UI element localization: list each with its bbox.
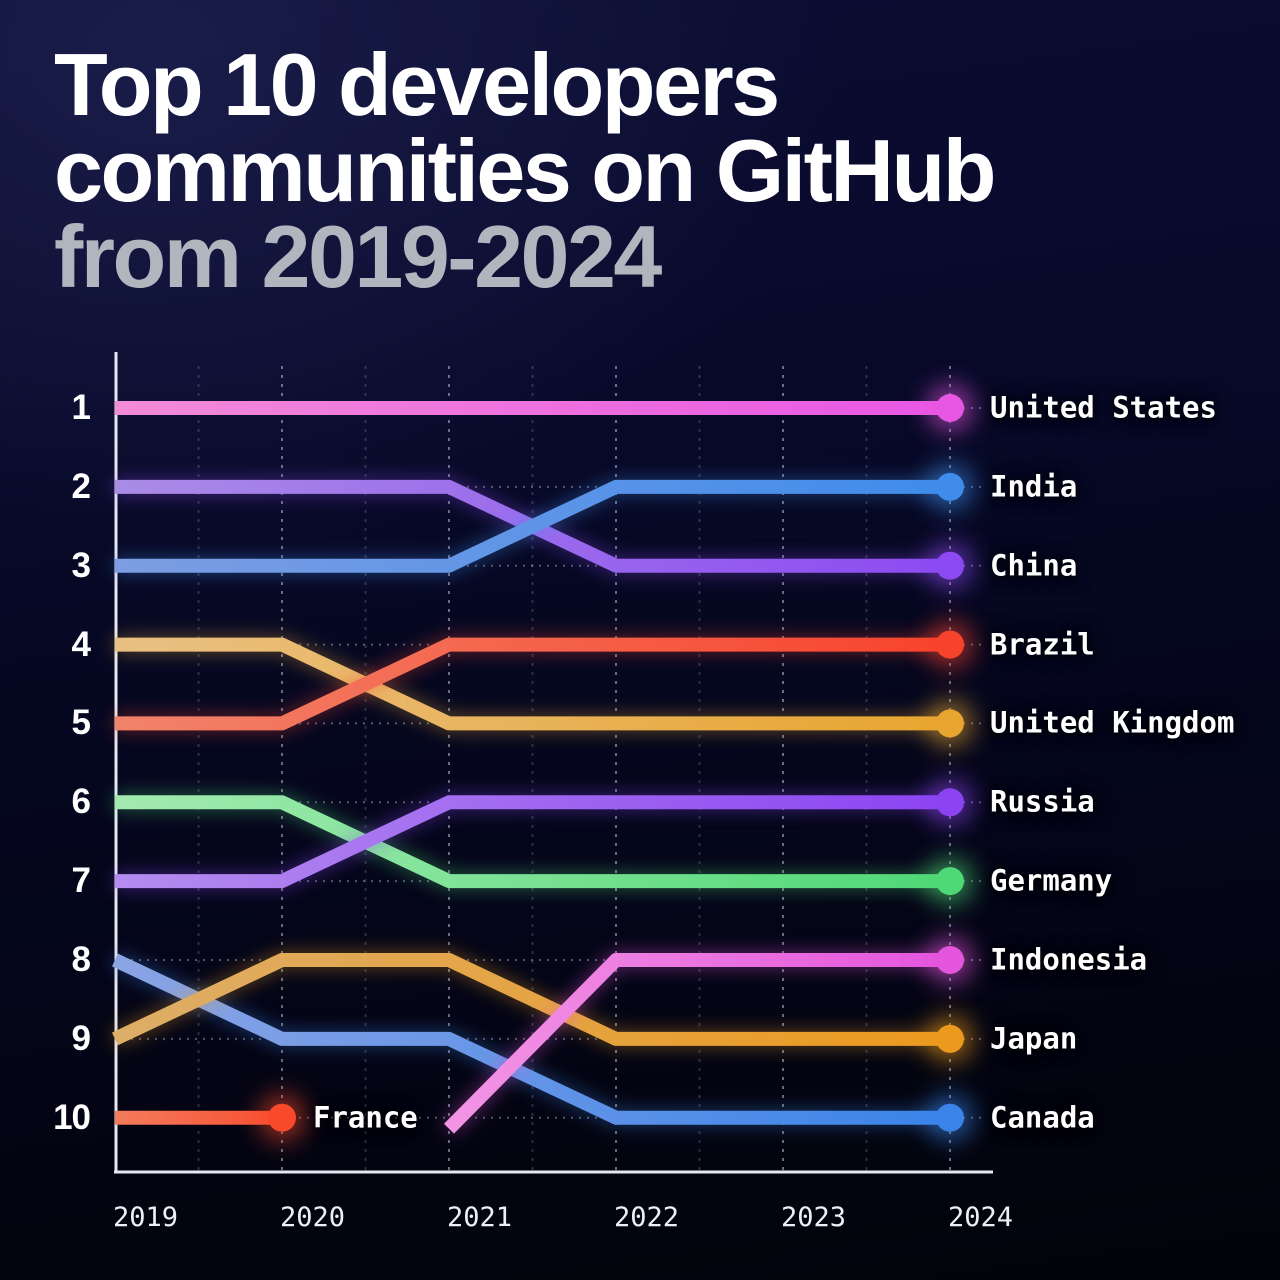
- title-line-1: Top 10 developers: [54, 35, 780, 134]
- title-line-3: from 2019-2024: [54, 207, 662, 306]
- endpoint-dot-china: [936, 551, 964, 580]
- series-glow-russia: [115, 794, 950, 890]
- series-line-brazil: [115, 637, 950, 731]
- endpoint-dot-germany: [936, 867, 964, 896]
- endpoint-dot-united-states: [936, 394, 964, 422]
- endpoint-dot-canada: [936, 1103, 964, 1132]
- series-line-germany: [115, 795, 950, 889]
- series-line-russia: [115, 795, 950, 889]
- endpoint-dot-japan: [936, 1024, 964, 1053]
- series-glow-germany: [115, 794, 950, 890]
- series-line-canada: [112, 953, 950, 1125]
- endpoint-dot-indonesia: [936, 946, 964, 974]
- endpoint-dot-france: [268, 1103, 296, 1132]
- series-line-indonesia: [444, 953, 950, 1134]
- series-line-india: [115, 479, 950, 573]
- endpoint-dot-russia: [936, 788, 964, 817]
- chart-title: Top 10 developers communities on GitHub …: [54, 35, 996, 306]
- endpoint-dot-brazil: [936, 630, 964, 659]
- series-line-japan: [112, 953, 950, 1046]
- endpoint-dot-united-kingdom: [936, 709, 964, 738]
- endpoint-dot-india: [936, 472, 964, 501]
- title-line-2: communities on GitHub: [54, 121, 996, 220]
- series-line-united-kingdom: [115, 637, 950, 731]
